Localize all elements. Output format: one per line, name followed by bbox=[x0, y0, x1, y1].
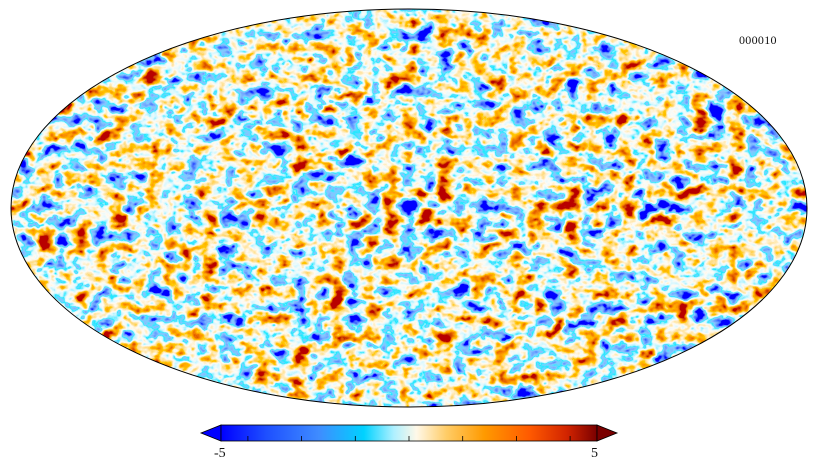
colorbar-max-arrow bbox=[596, 424, 619, 442]
map-outline bbox=[10, 8, 808, 408]
colorbar-min-label: -5 bbox=[214, 446, 226, 461]
colorbar-min-arrow bbox=[199, 424, 222, 442]
map-index-label: 000010 bbox=[739, 33, 777, 47]
sky-map-field bbox=[11, 9, 807, 407]
colorbar-max-label: 5 bbox=[591, 446, 598, 461]
colorbar-ticks bbox=[247, 436, 571, 441]
